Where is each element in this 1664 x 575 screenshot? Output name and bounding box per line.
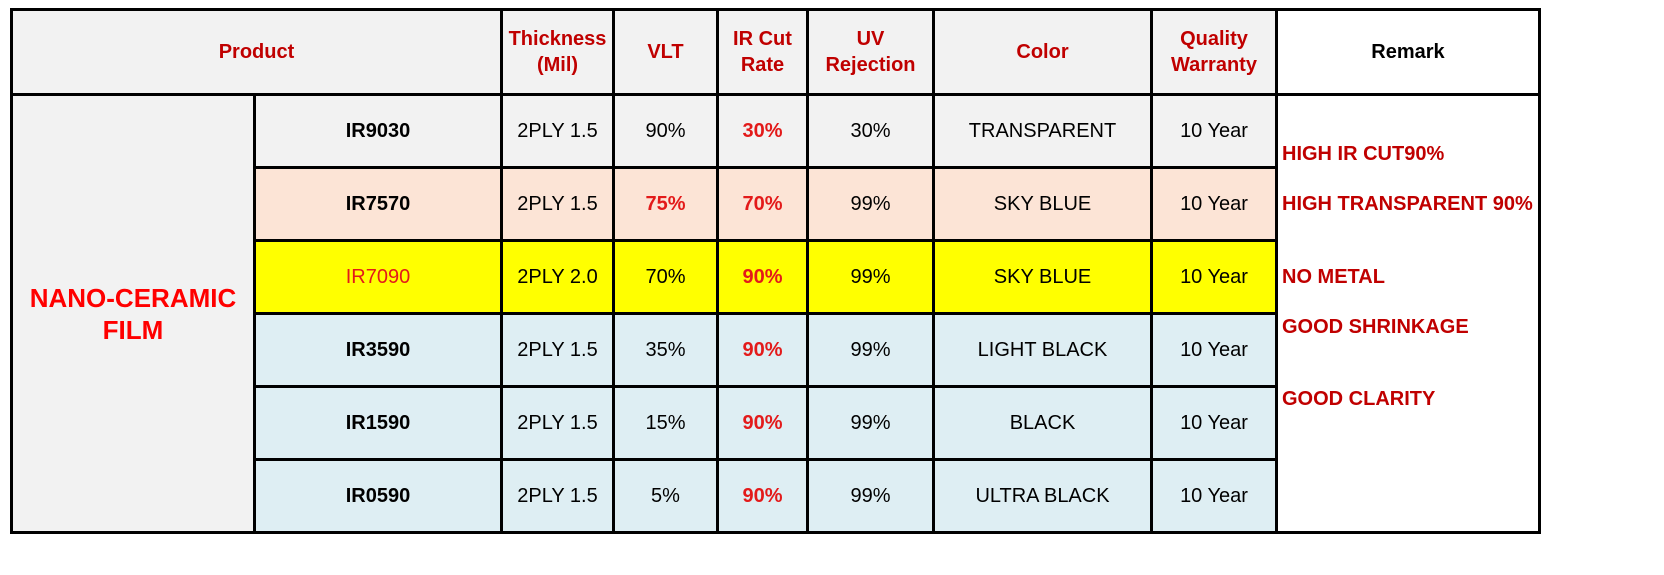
- thickness-cell: 2PLY 1.5: [500, 93, 615, 169]
- header-color: Color: [932, 8, 1153, 96]
- header-thickness: Thickness (Mil): [500, 8, 615, 96]
- model-cell: IR7570: [253, 166, 503, 242]
- remark-line: NO METAL: [1282, 266, 1385, 288]
- header-thickness-label: Thickness (Mil): [508, 28, 607, 76]
- color-cell: ULTRA BLACK: [932, 458, 1153, 534]
- vlt-cell: 5%: [612, 458, 719, 534]
- product-spec-table: Product Thickness (Mil) VLT IR Cut Rate …: [10, 8, 1541, 534]
- vlt-cell: 15%: [612, 385, 719, 461]
- ir-cut-cell: 90%: [716, 385, 809, 461]
- ir-cut-cell: 90%: [716, 458, 809, 534]
- remark-line: GOOD CLARITY: [1282, 388, 1436, 410]
- uv-cell: 99%: [806, 166, 935, 242]
- table-row: IR7570 2PLY 1.5 75% 70% 99% SKY BLUE 10 …: [12, 166, 1540, 242]
- header-uv-label: UV Rejection: [825, 28, 916, 76]
- vlt-cell: 70%: [612, 239, 719, 315]
- ir-cut-cell: 30%: [716, 93, 809, 169]
- header-ir-cut: IR Cut Rate: [716, 8, 809, 96]
- thickness-cell: 2PLY 1.5: [500, 166, 615, 242]
- vlt-cell: 75%: [612, 166, 719, 242]
- model-cell: IR1590: [253, 385, 503, 461]
- uv-cell: 99%: [806, 312, 935, 388]
- color-cell: TRANSPARENT: [932, 93, 1153, 169]
- ir-cut-cell: 90%: [716, 239, 809, 315]
- color-cell: BLACK: [932, 385, 1153, 461]
- vlt-cell: 90%: [612, 93, 719, 169]
- uv-cell: 99%: [806, 239, 935, 315]
- warranty-cell: 10 Year: [1150, 93, 1278, 169]
- table-row: IR0590 2PLY 1.5 5% 90% 99% ULTRA BLACK 1…: [12, 458, 1540, 534]
- warranty-cell: 10 Year: [1150, 239, 1278, 315]
- remark-cell: HIGH IR CUT90% HIGH TRANSPARENT 90% NO M…: [1275, 93, 1541, 534]
- model-cell: IR3590: [253, 312, 503, 388]
- header-uv: UV Rejection: [806, 8, 935, 96]
- model-cell: IR9030: [253, 93, 503, 169]
- thickness-cell: 2PLY 1.5: [500, 385, 615, 461]
- table-row: NANO-CERAMIC FILM IR9030 2PLY 1.5 90% 30…: [10, 93, 1541, 534]
- header-warranty: Quality Warranty: [1150, 8, 1278, 96]
- header-row: Product Thickness (Mil) VLT IR Cut Rate …: [10, 8, 1541, 96]
- header-product: Product: [10, 8, 503, 96]
- warranty-cell: 10 Year: [1150, 458, 1278, 534]
- header-vlt: VLT: [612, 8, 719, 96]
- thickness-cell: 2PLY 1.5: [500, 458, 615, 534]
- header-ir-cut-label: IR Cut Rate: [733, 28, 792, 76]
- ir-cut-cell: 90%: [716, 312, 809, 388]
- table-row: IR3590 2PLY 1.5 35% 90% 99% LIGHT BLACK …: [12, 312, 1540, 388]
- uv-cell: 99%: [806, 458, 935, 534]
- table-row: IR1590 2PLY 1.5 15% 90% 99% BLACK 10 Yea…: [12, 385, 1540, 461]
- color-cell: SKY BLUE: [932, 239, 1153, 315]
- model-cell: IR0590: [253, 458, 503, 534]
- header-remark: Remark: [1275, 8, 1541, 96]
- color-cell: SKY BLUE: [932, 166, 1153, 242]
- warranty-cell: 10 Year: [1150, 166, 1278, 242]
- warranty-cell: 10 Year: [1150, 312, 1278, 388]
- thickness-cell: 2PLY 2.0: [500, 239, 615, 315]
- table-row: IR7090 2PLY 2.0 70% 90% 99% SKY BLUE 10 …: [12, 239, 1540, 315]
- thickness-cell: 2PLY 1.5: [500, 312, 615, 388]
- uv-cell: 30%: [806, 93, 935, 169]
- header-warranty-label: Quality Warranty: [1171, 28, 1257, 76]
- remark-line: HIGH IR CUT90%: [1282, 143, 1445, 165]
- uv-cell: 99%: [806, 385, 935, 461]
- warranty-cell: 10 Year: [1150, 385, 1278, 461]
- vlt-cell: 35%: [612, 312, 719, 388]
- remark-line: HIGH TRANSPARENT 90%: [1282, 193, 1533, 215]
- ir-cut-cell: 70%: [716, 166, 809, 242]
- model-cell: IR7090: [253, 239, 503, 315]
- category-cell: NANO-CERAMIC FILM: [10, 93, 256, 534]
- remark-line: GOOD SHRINKAGE: [1282, 316, 1469, 338]
- color-cell: LIGHT BLACK: [932, 312, 1153, 388]
